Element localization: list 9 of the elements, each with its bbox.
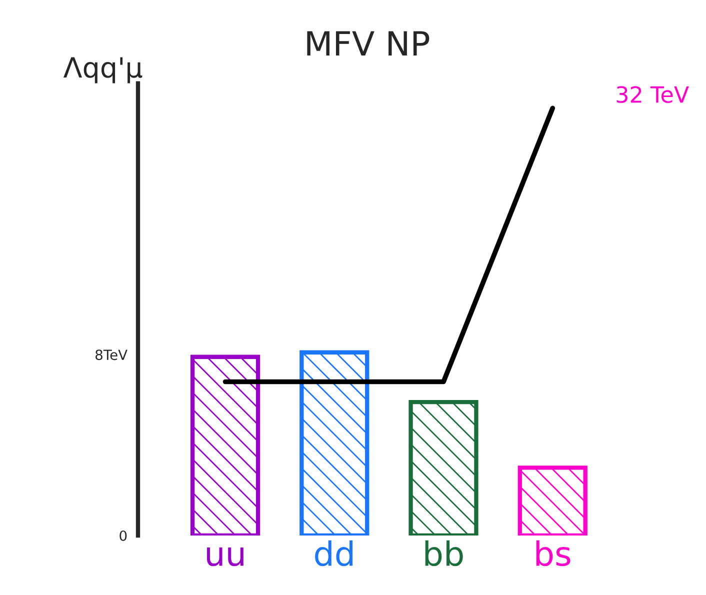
y-tick-label: 8TeV xyxy=(96,350,128,360)
x-tick-label: dd xyxy=(315,540,353,566)
annotation: 32 TeV xyxy=(616,86,689,103)
x-tick-label: bs xyxy=(536,540,570,566)
y-axis-title: Λqq'μ xyxy=(64,57,142,84)
x-tick-label: uu xyxy=(206,547,244,566)
x-tick-label: bb xyxy=(425,540,463,566)
chart-title: MFV NP xyxy=(307,31,430,56)
y-tick-label: 0 xyxy=(120,530,127,541)
